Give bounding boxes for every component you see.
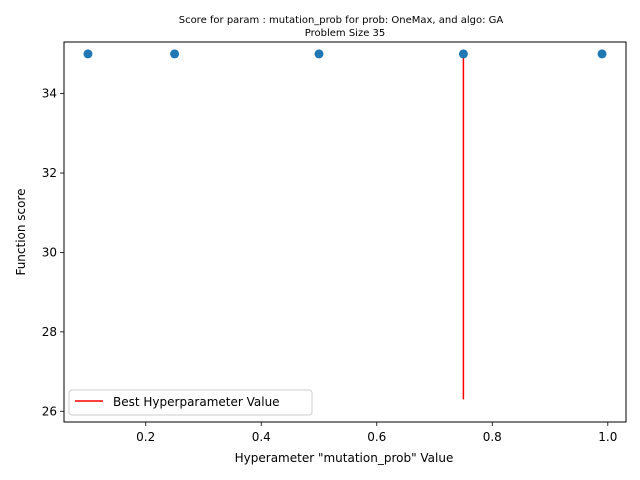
y-axis-ticks: 26 28 30 32 34 [42,87,64,418]
x-tick-label: 1.0 [598,430,617,444]
y-tick-label: 32 [42,166,57,180]
x-tick-label: 0.8 [483,430,502,444]
y-tick-label: 30 [42,245,57,259]
legend-box [68,389,313,416]
data-point [314,49,324,59]
x-tick-label: 0.4 [252,430,271,444]
plot-frame [63,41,627,423]
chart-subtitle: Problem Size 35 [305,28,386,39]
y-tick-label: 26 [42,404,57,418]
legend: Best Hyperparameter Value [68,389,313,416]
plot-layer [83,49,607,400]
data-point [83,49,93,59]
x-axis-label: Hyperameter "mutation_prob" Value [235,451,454,465]
chart-title: Score for param : mutation_prob for prob… [179,15,504,26]
data-point [597,49,607,59]
y-tick-label: 34 [42,87,57,101]
x-axis-ticks: 0.2 0.4 0.6 0.8 1.0 [136,422,617,444]
x-tick-label: 0.2 [136,430,155,444]
x-tick-label: 0.6 [367,430,386,444]
data-point [458,49,468,59]
y-axis-label: Function score [14,188,28,275]
data-point [170,49,180,59]
y-tick-label: 28 [42,325,57,339]
legend-label: Best Hyperparameter Value [113,395,280,409]
